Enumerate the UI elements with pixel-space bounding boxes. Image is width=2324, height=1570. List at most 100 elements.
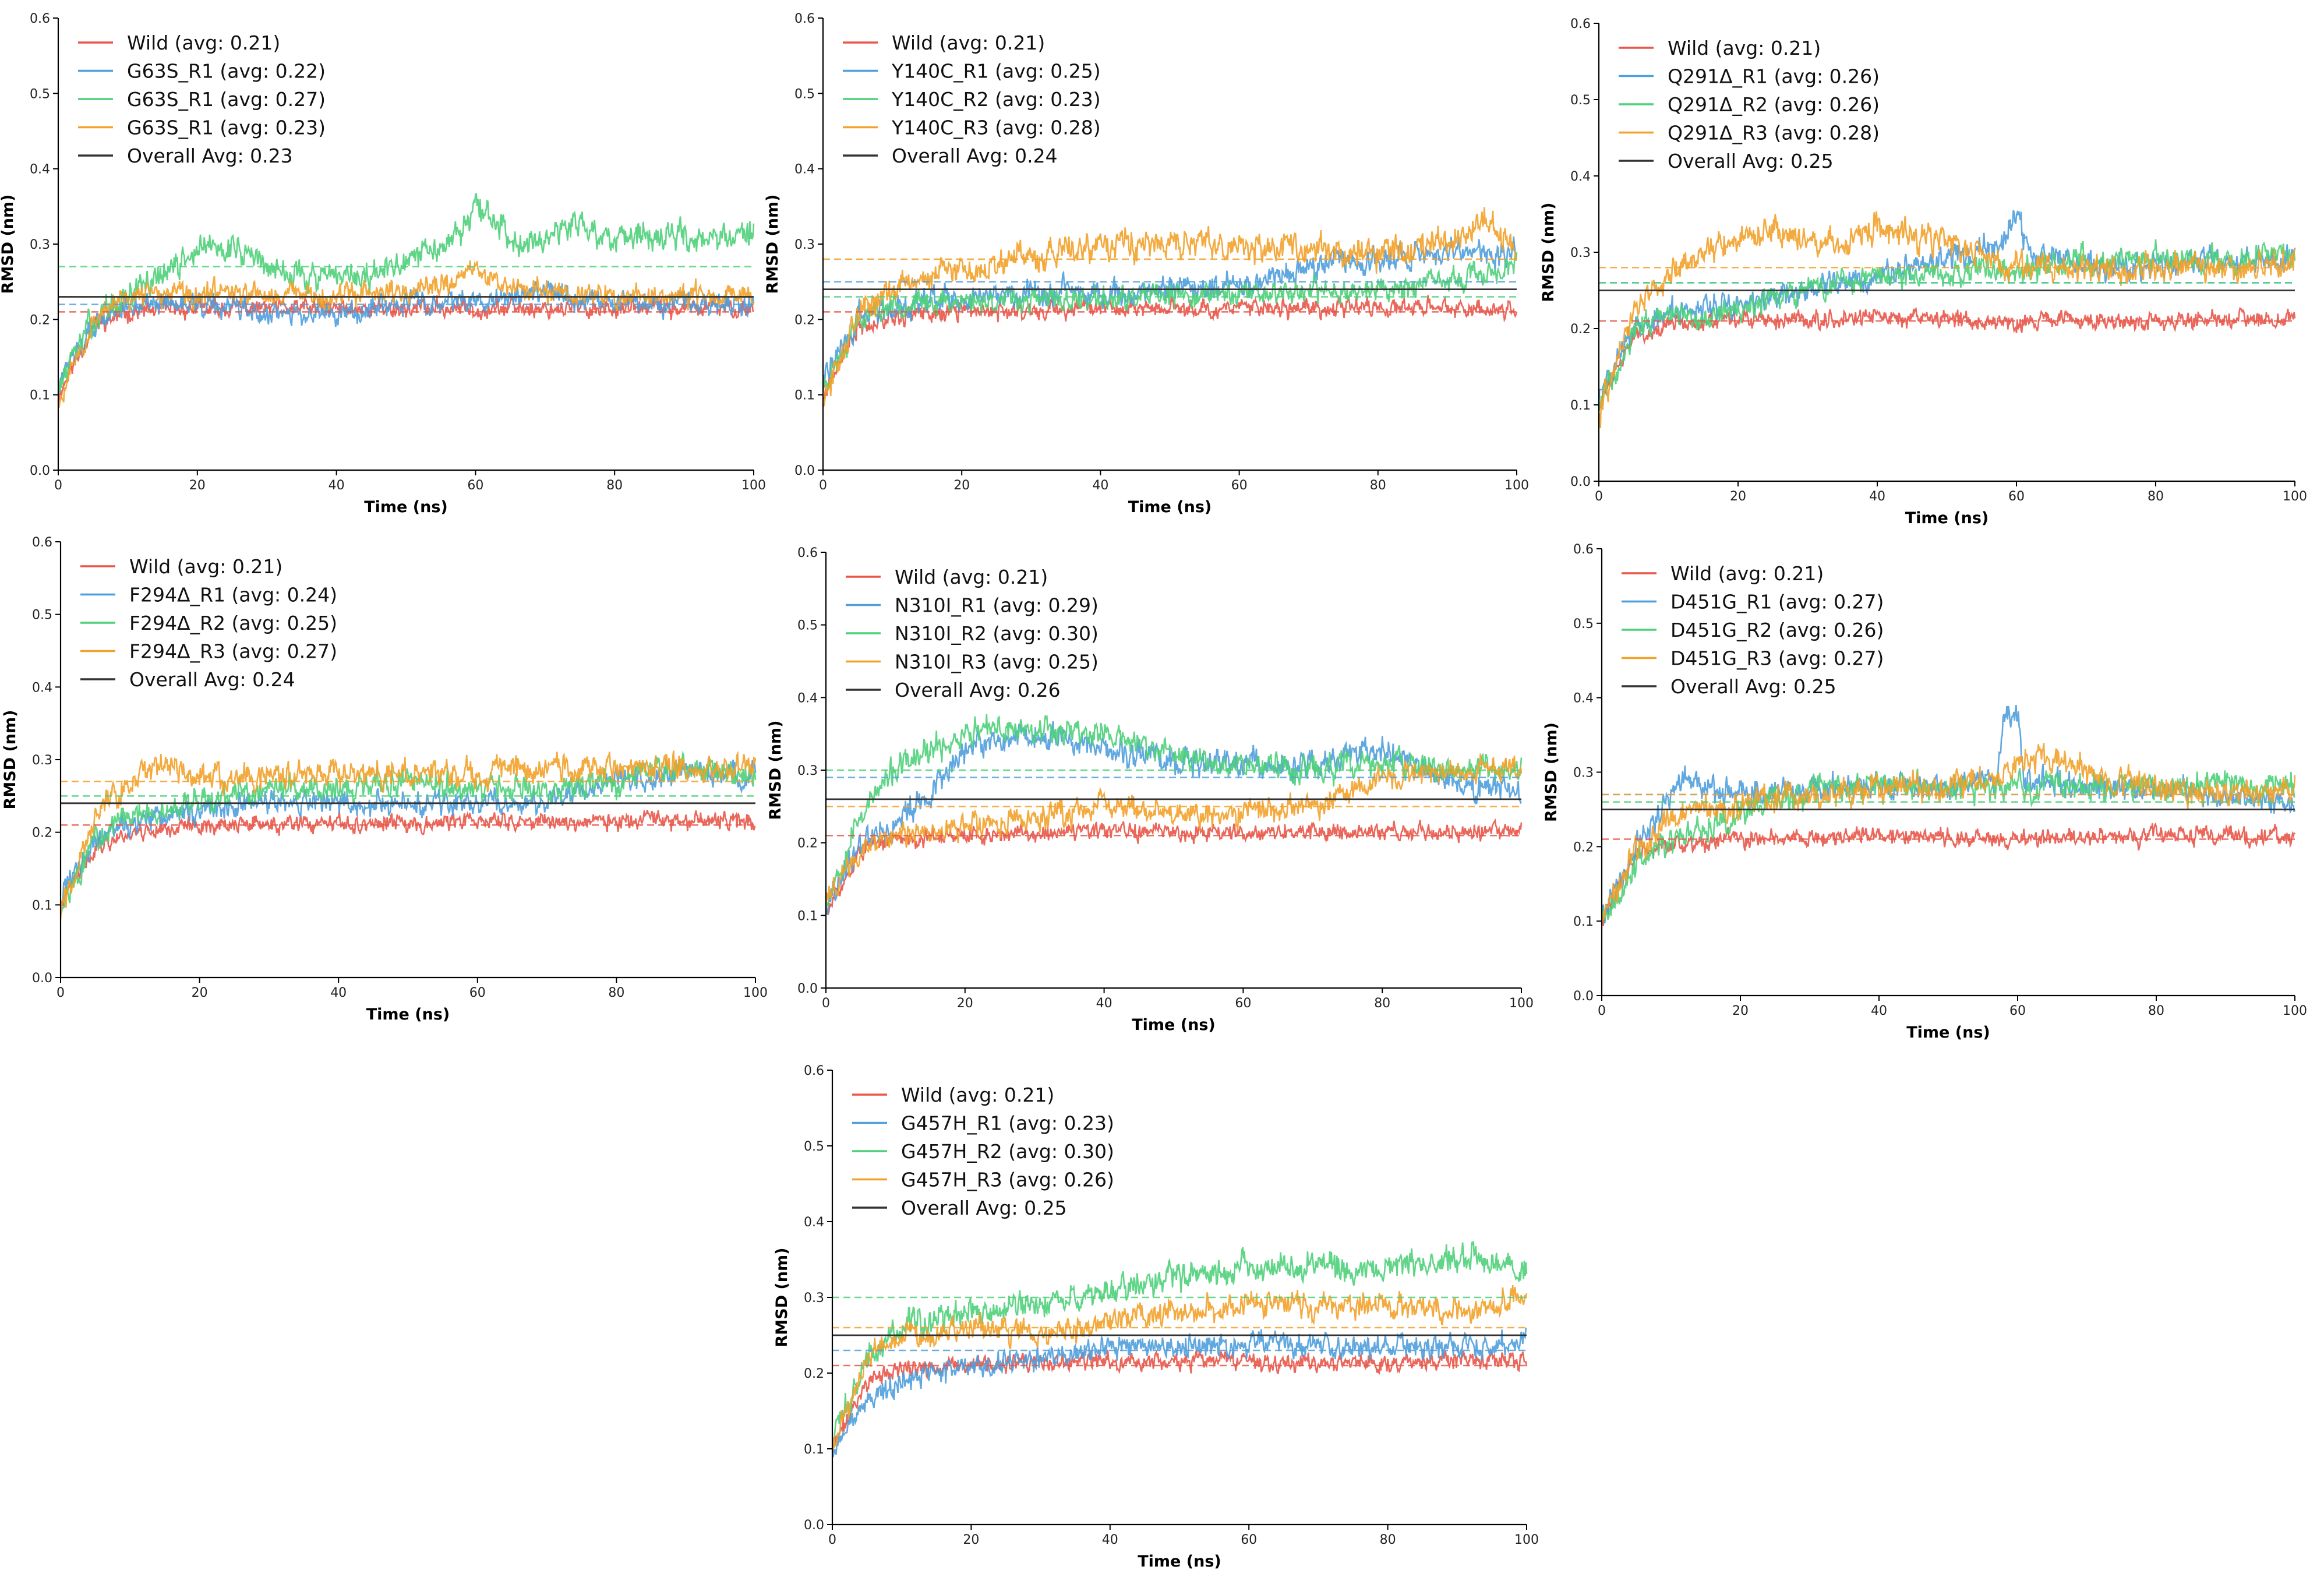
y-axis-label: RMSD (nm) (767, 721, 785, 820)
series-line-r3 (826, 753, 1523, 909)
x-axis-label: Time (ns) (1906, 1024, 1990, 1042)
series-line-r3 (823, 207, 1518, 408)
series-line-r1 (823, 236, 1518, 388)
series-line-r2 (1599, 239, 2296, 412)
legend-entry: Y140C_R2 (avg: 0.23) (891, 88, 1101, 111)
series-line-r2 (58, 192, 755, 394)
y-tick-label: 0.4 (804, 1215, 824, 1230)
x-tick-label: 60 (469, 986, 486, 1000)
x-tick-label: 100 (743, 986, 768, 1000)
y-tick-label: 0.2 (30, 313, 50, 327)
legend-entry: Y140C_R1 (avg: 0.25) (891, 60, 1101, 83)
y-tick-label: 0.4 (794, 163, 815, 177)
legend: Wild (avg: 0.21) Q291Δ_R1 (avg: 0.26) Q291… (1619, 37, 1880, 172)
x-tick-label: 0 (1598, 1004, 1606, 1018)
legend-entry: F294Δ_R3 (avg: 0.27) (129, 640, 337, 663)
x-tick-label: 80 (2148, 1004, 2164, 1018)
y-tick-label: 0.1 (1573, 915, 1594, 929)
series-line-r2 (826, 714, 1523, 911)
legend-entry: Q291Δ_R3 (avg: 0.28) (1668, 122, 1880, 144)
x-tick-label: 100 (1514, 1533, 1539, 1547)
y-tick-label: 0.6 (1570, 17, 1591, 31)
y-tick-label: 0.5 (32, 608, 52, 623)
x-tick-label: 40 (1092, 478, 1108, 493)
plot-area (832, 1241, 1528, 1458)
legend-entry: G457H_R2 (avg: 0.30) (901, 1140, 1114, 1163)
y-tick-label: 0.5 (30, 87, 50, 101)
y-tick-label: 0.3 (30, 238, 50, 252)
legend-entry: D451G_R1 (avg: 0.27) (1670, 591, 1884, 613)
plot-area (1599, 210, 2296, 429)
rmsd-panel-3: 0 20 40 60 80 100 0.0 0.1 0.2 0.3 0.4 0.5 0.6 Time (n… (1539, 17, 2307, 527)
y-tick-label: 0.0 (30, 464, 50, 478)
x-tick-label: 0 (822, 996, 830, 1011)
y-tick-label: 0.2 (797, 837, 818, 851)
series-line-r2 (61, 750, 757, 915)
y-tick-label: 0.1 (804, 1442, 824, 1457)
y-tick-label: 0.0 (32, 971, 52, 986)
x-axis-label: Time (ns) (364, 498, 448, 516)
x-tick-label: 0 (828, 1533, 836, 1547)
x-tick-label: 100 (2283, 489, 2307, 504)
y-tick-label: 0.5 (1573, 617, 1594, 631)
y-tick-label: 0.3 (797, 764, 818, 778)
x-tick-label: 40 (1871, 1004, 1887, 1018)
legend: Wild (avg: 0.21) N310I_R1 (avg: 0.29) N310… (846, 566, 1099, 701)
legend-entry: Overall Avg: 0.23 (127, 144, 293, 167)
plot-area (1602, 704, 2296, 926)
legend: Wild (avg: 0.21) D451G_R1 (avg: 0.27) D451… (1622, 562, 1884, 698)
legend-entry: Overall Avg: 0.24 (892, 144, 1058, 167)
x-tick-label: 100 (1509, 996, 1534, 1011)
x-tick-label: 80 (1380, 1533, 1396, 1547)
series-line-r2 (832, 1241, 1528, 1448)
x-tick-label: 100 (1504, 478, 1529, 493)
rmsd-panel-2: 0 20 40 60 80 100 0.0 0.1 0.2 0.3 0.4 0.5 0.6 Time (n… (764, 12, 1529, 516)
y-tick-label: 0.2 (804, 1367, 824, 1381)
y-tick-label: 0.1 (32, 898, 52, 913)
y-tick-label: 0.6 (30, 12, 50, 26)
y-tick-label: 0.2 (1573, 840, 1594, 855)
y-tick-label: 0.6 (794, 12, 815, 26)
x-tick-label: 60 (1241, 1533, 1257, 1547)
y-tick-label: 0.5 (1570, 93, 1591, 108)
y-tick-label: 0.0 (794, 464, 815, 478)
legend-entry: Wild (avg: 0.21) (901, 1084, 1054, 1106)
x-tick-label: 80 (2148, 489, 2164, 504)
series-line-r1 (1599, 210, 2296, 406)
x-tick-label: 20 (1732, 1004, 1749, 1018)
y-tick-label: 0.4 (30, 163, 50, 177)
x-tick-label: 80 (1374, 996, 1390, 1011)
y-tick-label: 0.3 (794, 238, 815, 252)
plot-area (826, 714, 1523, 915)
x-tick-label: 80 (1370, 478, 1386, 493)
x-axis-label: Time (ns) (1905, 509, 1989, 527)
series-line-wild (826, 818, 1523, 915)
y-tick-label: 0.4 (1573, 691, 1594, 706)
legend-entry: Overall Avg: 0.25 (1668, 150, 1834, 172)
y-tick-label: 0.3 (1573, 766, 1594, 781)
y-tick-label: 0.6 (1573, 542, 1594, 557)
x-tick-label: 20 (192, 986, 208, 1000)
y-tick-label: 0.0 (797, 982, 818, 996)
x-axis-label: Time (ns) (1128, 498, 1212, 516)
legend-entry: N310I_R3 (avg: 0.25) (895, 651, 1099, 673)
legend-entry: N310I_R2 (avg: 0.30) (895, 622, 1099, 645)
y-tick-label: 0.1 (794, 389, 815, 403)
x-tick-label: 20 (1730, 489, 1746, 504)
series-line-r3 (1602, 743, 2296, 924)
rmsd-panel-5: 0 20 40 60 80 100 0.0 0.1 0.2 0.3 0.4 0.5 0.6 Time (n… (767, 546, 1534, 1034)
y-tick-label: 0.0 (1570, 475, 1591, 489)
legend-entry: Overall Avg: 0.25 (1670, 675, 1836, 698)
x-tick-label: 20 (953, 478, 970, 493)
legend-entry: F294Δ_R1 (avg: 0.24) (129, 584, 337, 606)
plot-area (823, 207, 1518, 408)
legend-entry: Overall Avg: 0.25 (901, 1197, 1067, 1219)
y-axis-label: RMSD (nm) (773, 1248, 791, 1347)
legend-entry: N310I_R1 (avg: 0.29) (895, 594, 1099, 617)
y-axis-label: RMSD (nm) (1, 710, 19, 810)
legend-entry: Wild (avg: 0.21) (127, 31, 280, 54)
x-tick-label: 0 (56, 986, 65, 1000)
y-tick-label: 0.5 (804, 1139, 824, 1154)
x-tick-label: 60 (2009, 1004, 2026, 1018)
